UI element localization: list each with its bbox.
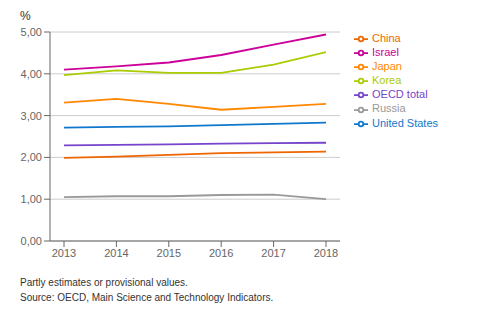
html-text:Partly estimates or provisiona: Partly estimates or provisional values. (20, 277, 188, 288)
svg-text:2013: 2013 (52, 247, 76, 259)
html-text:Korea: Korea (372, 74, 402, 87)
svg-text:5,00: 5,00 (21, 26, 42, 38)
html-text:OECD total: OECD total (372, 88, 428, 101)
svg-text:4,00: 4,00 (21, 68, 42, 80)
html-text:Source: OECD, Main Science and: Source: OECD, Main Science and Technolog… (20, 292, 274, 303)
html-text:Russia: Russia (372, 102, 406, 115)
svg-text:2015: 2015 (157, 247, 181, 259)
html-text:China: China (372, 32, 401, 44)
html-text:United States: United States (372, 116, 438, 129)
html-text:Japan: Japan (372, 60, 402, 73)
svg-text:2016: 2016 (209, 247, 233, 259)
svg-text:0,00: 0,00 (21, 235, 42, 247)
svg-text:2,00: 2,00 (21, 151, 42, 163)
svg-text:1,00: 1,00 (21, 193, 42, 205)
svg-text:2014: 2014 (104, 247, 128, 259)
svg-text:2017: 2017 (261, 247, 285, 259)
svg-text:3,00: 3,00 (21, 110, 42, 122)
html-text:Israel: Israel (372, 46, 399, 59)
svg-text:2018: 2018 (314, 247, 338, 259)
